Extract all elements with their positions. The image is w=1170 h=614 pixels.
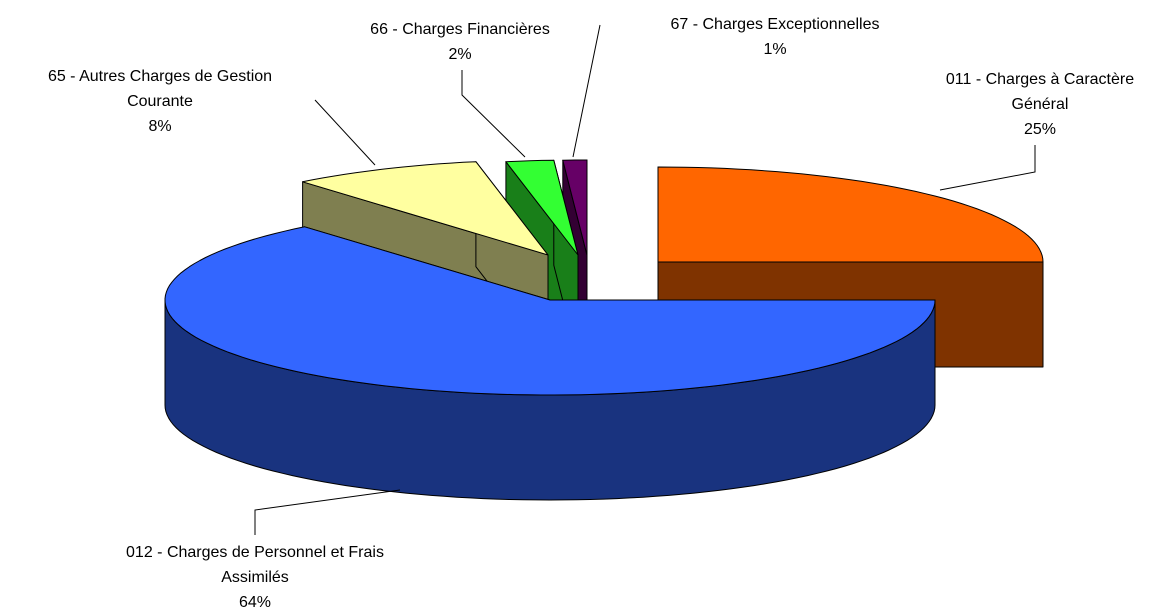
data-label: 65 - Autres Charges de Gestion Courante 8… bbox=[35, 64, 285, 139]
leader-line bbox=[254, 489, 401, 535]
category-label: 011 - Charges à Caractère Général bbox=[945, 71, 1135, 113]
leader-line bbox=[461, 70, 526, 158]
slice bbox=[657, 166, 1044, 263]
value-label: 64% bbox=[238, 594, 272, 611]
data-label: 012 - Charges de Personnel et Frais Assi… bbox=[125, 540, 385, 614]
leader-line bbox=[939, 145, 1036, 191]
category-label: 66 - Charges Financières bbox=[370, 21, 550, 38]
data-label: 66 - Charges Financières 2% bbox=[340, 17, 580, 67]
value-label: 25% bbox=[1023, 121, 1057, 138]
value-label: 2% bbox=[448, 46, 472, 63]
slice bbox=[562, 159, 588, 256]
category-label: 012 - Charges de Personnel et Frais Assi… bbox=[126, 544, 384, 586]
category-label: 67 - Charges Exceptionnelles bbox=[670, 16, 880, 33]
slice bbox=[505, 159, 579, 256]
slice bbox=[164, 226, 936, 396]
slice bbox=[302, 161, 549, 256]
value-label: 8% bbox=[148, 118, 172, 135]
leader-line bbox=[572, 24, 601, 158]
leader-line bbox=[314, 99, 376, 166]
data-label: 67 - Charges Exceptionnelles 1% bbox=[620, 12, 930, 62]
value-label: 1% bbox=[763, 41, 787, 58]
data-label: 011 - Charges à Caractère Général 25% bbox=[920, 67, 1160, 142]
category-label: 65 - Autres Charges de Gestion Courante bbox=[47, 68, 273, 110]
